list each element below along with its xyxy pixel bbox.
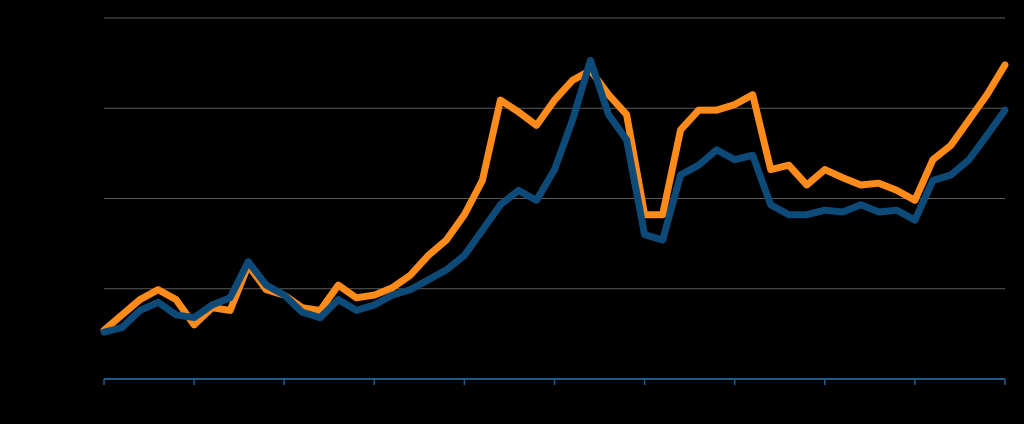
line-series: [100, 61, 1009, 334]
line-series: [100, 56, 1009, 336]
